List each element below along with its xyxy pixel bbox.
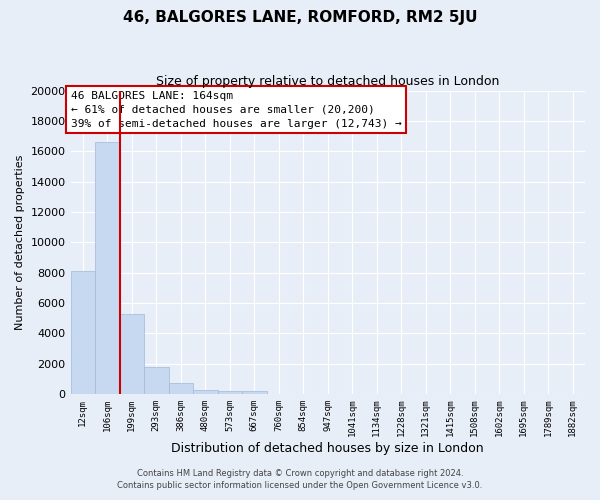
Bar (71, 271, 95, 394)
Bar (119, 314, 144, 394)
X-axis label: Distribution of detached houses by size in London: Distribution of detached houses by size … (172, 442, 484, 455)
Bar (169, 382, 193, 394)
Bar (242, 391, 266, 394)
Bar (95, 142, 119, 394)
Text: 46 BALGORES LANE: 164sqm
← 61% of detached houses are smaller (20,200)
39% of se: 46 BALGORES LANE: 164sqm ← 61% of detach… (71, 90, 401, 128)
Bar (144, 368, 169, 394)
Y-axis label: Number of detached properties: Number of detached properties (15, 154, 25, 330)
Bar (218, 391, 242, 394)
Text: 46, BALGORES LANE, ROMFORD, RM2 5JU: 46, BALGORES LANE, ROMFORD, RM2 5JU (123, 10, 477, 25)
Title: Size of property relative to detached houses in London: Size of property relative to detached ho… (156, 75, 499, 88)
Text: Contains HM Land Registry data © Crown copyright and database right 2024.
Contai: Contains HM Land Registry data © Crown c… (118, 468, 482, 490)
Bar (193, 390, 218, 394)
